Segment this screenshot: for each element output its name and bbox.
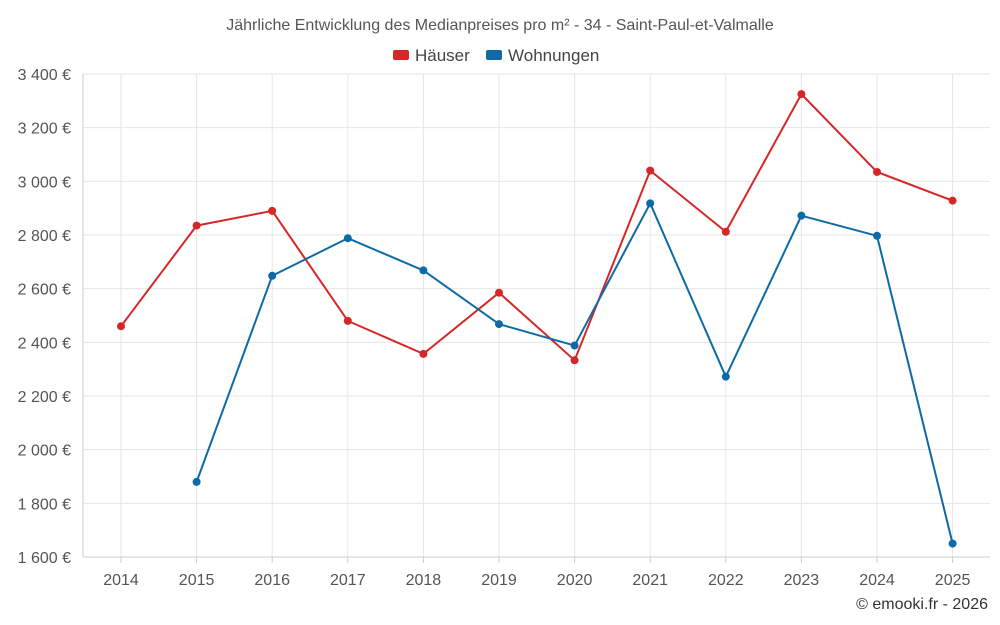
legend-swatch-haeuser (393, 50, 409, 60)
credit-text: © emooki.fr - 2026 (856, 596, 988, 613)
y-tick-label: 3 200 € (18, 121, 71, 138)
y-tick-label: 2 800 € (18, 228, 71, 245)
data-point-haeuser[interactable] (797, 90, 806, 99)
data-point-haeuser[interactable] (268, 206, 277, 215)
series-haeuser (117, 90, 957, 365)
x-tick-label: 2019 (481, 572, 517, 589)
data-point-wohnungen[interactable] (495, 320, 503, 329)
data-point-haeuser[interactable] (495, 288, 503, 297)
x-tick-label: 2018 (406, 572, 442, 589)
grid (83, 73, 990, 558)
data-point-haeuser[interactable] (343, 316, 352, 325)
y-tick-label: 2 400 € (18, 335, 71, 352)
data-point-wohnungen[interactable] (192, 477, 201, 486)
legend-label-haeuser: Häuser (415, 46, 470, 65)
data-point-haeuser[interactable] (117, 322, 125, 331)
data-point-haeuser[interactable] (570, 356, 579, 365)
x-tick-label: 2020 (557, 572, 593, 589)
x-tick-label: 2021 (632, 572, 668, 589)
data-point-haeuser[interactable] (873, 167, 881, 176)
series-wohnungen (192, 199, 957, 548)
data-point-wohnungen[interactable] (721, 372, 730, 381)
y-tick-label: 2 000 € (18, 443, 71, 460)
legend-item-wohnungen[interactable]: Wohnungen (486, 46, 599, 65)
data-point-wohnungen[interactable] (873, 231, 881, 240)
data-point-haeuser[interactable] (948, 196, 957, 205)
legend: Häuser Wohnungen (393, 46, 599, 65)
y-tick-label: 2 200 € (18, 389, 71, 406)
data-point-haeuser[interactable] (419, 349, 428, 358)
x-tick-label: 2023 (784, 572, 820, 589)
series (117, 90, 957, 548)
series-line-haeuser (120, 93, 953, 362)
legend-label-wohnungen: Wohnungen (508, 46, 599, 65)
y-tick-label: 1 800 € (18, 496, 71, 513)
y-tick-label: 3 400 € (18, 67, 71, 84)
data-point-haeuser[interactable] (646, 166, 655, 175)
legend-swatch-wohnungen (486, 50, 502, 60)
y-tick-label: 2 600 € (18, 282, 71, 299)
data-point-wohnungen[interactable] (419, 266, 428, 275)
axes: 1 600 € 1 800 € 2 000 € 2 200 € 2 400 € 2 600… (18, 67, 990, 589)
x-tick-label: 2014 (103, 572, 139, 589)
data-point-wohnungen[interactable] (343, 234, 352, 243)
data-point-haeuser[interactable] (721, 227, 730, 236)
x-tick-label: 2025 (935, 572, 971, 589)
data-point-wohnungen[interactable] (797, 211, 806, 220)
data-point-wohnungen[interactable] (646, 199, 655, 208)
x-tick-label: 2017 (330, 572, 366, 589)
data-point-wohnungen[interactable] (570, 341, 579, 350)
y-tick-label: 1 600 € (18, 550, 71, 567)
x-tick-label: 2015 (179, 572, 215, 589)
data-point-haeuser[interactable] (192, 221, 201, 230)
data-point-wohnungen[interactable] (268, 271, 277, 280)
y-tick-label: 3 000 € (18, 174, 71, 191)
x-tick-label: 2016 (254, 572, 290, 589)
chart-title: Jährliche Entwicklung des Medianpreises … (226, 17, 774, 34)
x-tick-label: 2024 (859, 572, 895, 589)
data-point-wohnungen[interactable] (948, 539, 957, 548)
legend-item-haeuser[interactable]: Häuser (393, 46, 470, 65)
x-tick-label: 2022 (708, 572, 744, 589)
